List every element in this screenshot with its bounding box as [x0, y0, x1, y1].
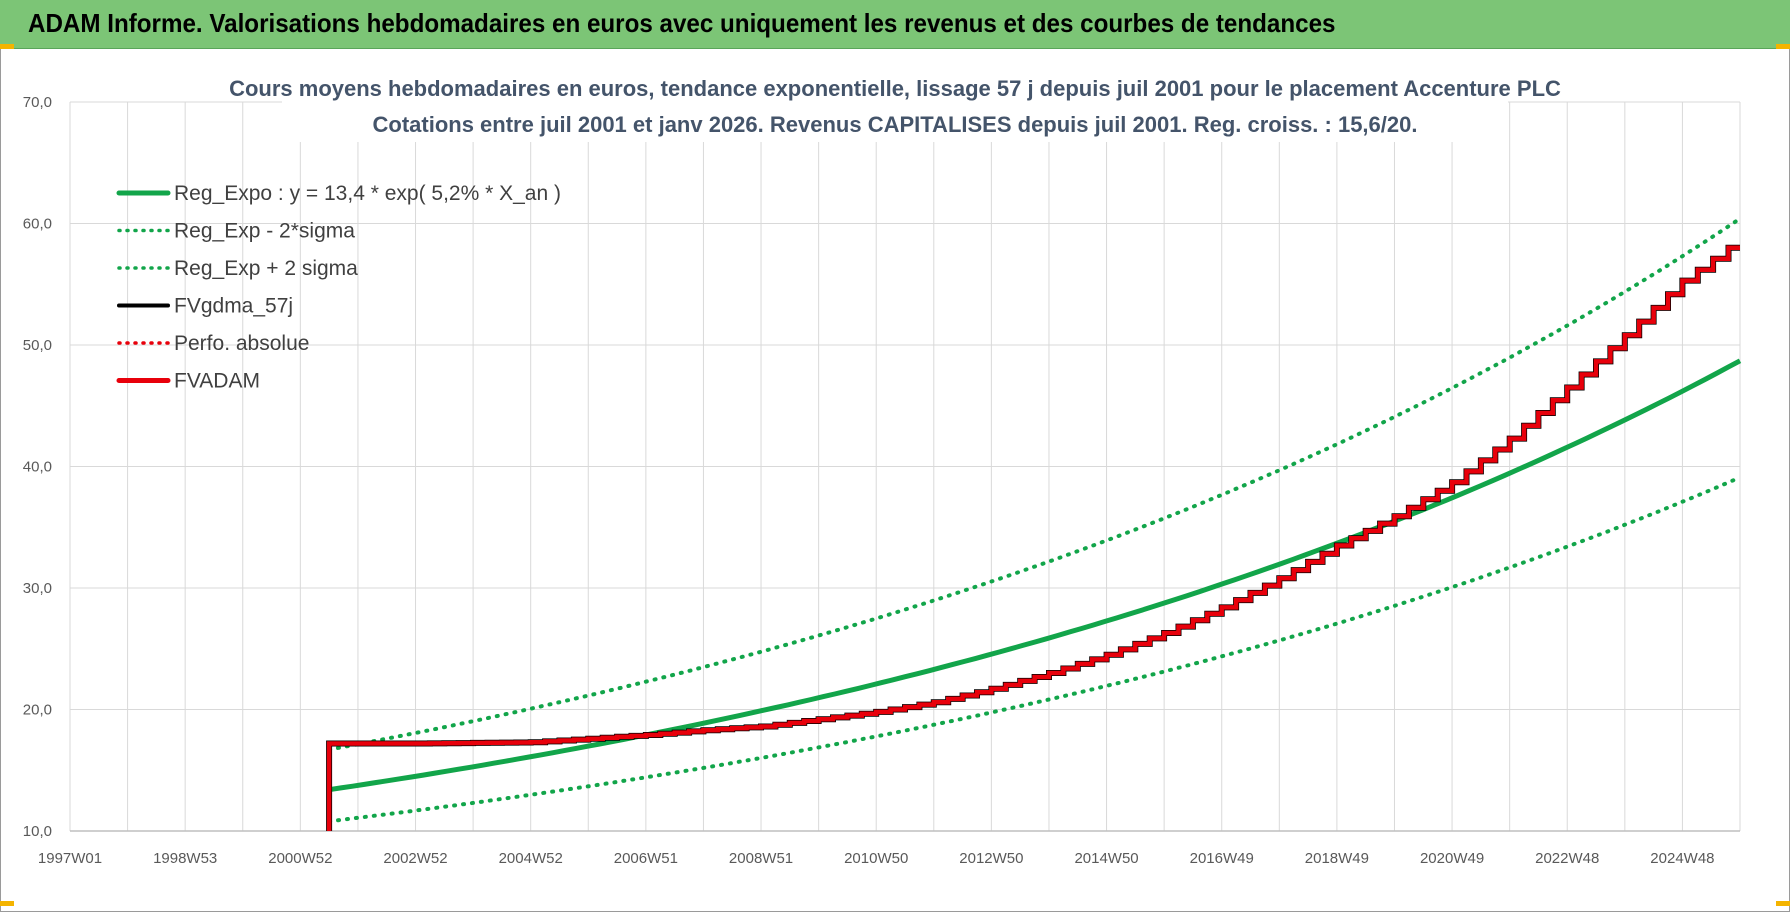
x-tick-label: 2014W50 — [1074, 850, 1138, 867]
legend-label: Perfo. absolue — [174, 332, 309, 355]
title-background — [282, 68, 1508, 142]
x-tick-label: 2006W51 — [614, 850, 678, 867]
y-tick-label: 20,0 — [23, 702, 52, 719]
series-reg-expo — [328, 358, 1742, 793]
x-tick-label: 2016W49 — [1190, 850, 1254, 867]
corner-marker — [1776, 901, 1790, 906]
series-fvadam — [326, 245, 1740, 831]
legend-label: Reg_Exp - 2*sigma — [174, 220, 355, 243]
chart-title-line-1: Cours moyens hebdomadaires en euros, ten… — [229, 76, 1561, 101]
x-tick-label: 2024W48 — [1650, 850, 1714, 867]
x-tick-label: 2020W49 — [1420, 850, 1484, 867]
corner-marker — [1776, 44, 1790, 49]
legend-label: Reg_Expo : y = 13,4 * exp( 5,2% * X_an ) — [174, 182, 561, 205]
legend-label: FVgdma_57j — [174, 295, 293, 318]
series-group — [326, 216, 1742, 831]
header-bar: ADAM Informe. Valorisations hebdomadaire… — [0, 0, 1790, 49]
y-tick-label: 40,0 — [23, 459, 52, 476]
corner-marker — [0, 44, 14, 49]
y-tick-label: 60,0 — [23, 216, 52, 233]
y-tick-label: 30,0 — [23, 580, 52, 597]
legend: Reg_Expo : y = 13,4 * exp( 5,2% * X_an )… — [116, 182, 561, 393]
series-reg-exp-minus-2sigma — [327, 475, 1742, 824]
corner-marker — [0, 901, 14, 906]
x-axis: 1997W01 1998W53 2000W52 2002W52 2004W52 2006W… — [38, 830, 1740, 867]
chart-title-group: Cours moyens hebdomadaires en euros, ten… — [229, 68, 1561, 142]
x-tick-label: 1998W53 — [153, 850, 217, 867]
x-tick-label: 2012W50 — [959, 850, 1023, 867]
y-axis: 10,0 20,0 30,0 40,0 50,0 60,0 70,0 — [23, 94, 52, 840]
page-title: ADAM Informe. Valorisations hebdomadaire… — [28, 8, 1336, 38]
y-tick-label: 10,0 — [23, 823, 52, 840]
x-tick-label: 2010W50 — [844, 850, 908, 867]
grid — [69, 101, 1741, 832]
legend-label: Reg_Exp + 2 sigma — [174, 257, 358, 280]
x-tick-label: 2000W52 — [268, 850, 332, 867]
legend-label: FVADAM — [174, 370, 260, 393]
x-tick-label: 2002W52 — [383, 850, 447, 867]
y-tick-label: 70,0 — [23, 94, 52, 111]
x-tick-label: 1997W01 — [38, 850, 102, 867]
chart-title-line-2: Cotations entre juil 2001 et janv 2026. … — [373, 112, 1418, 137]
y-tick-label: 50,0 — [23, 337, 52, 354]
series-reg-exp-plus-2sigma — [327, 216, 1742, 752]
x-tick-label: 2008W51 — [729, 850, 793, 867]
x-tick-label: 2018W49 — [1305, 850, 1369, 867]
x-tick-label: 2022W48 — [1535, 850, 1599, 867]
x-tick-label: 2004W52 — [499, 850, 563, 867]
